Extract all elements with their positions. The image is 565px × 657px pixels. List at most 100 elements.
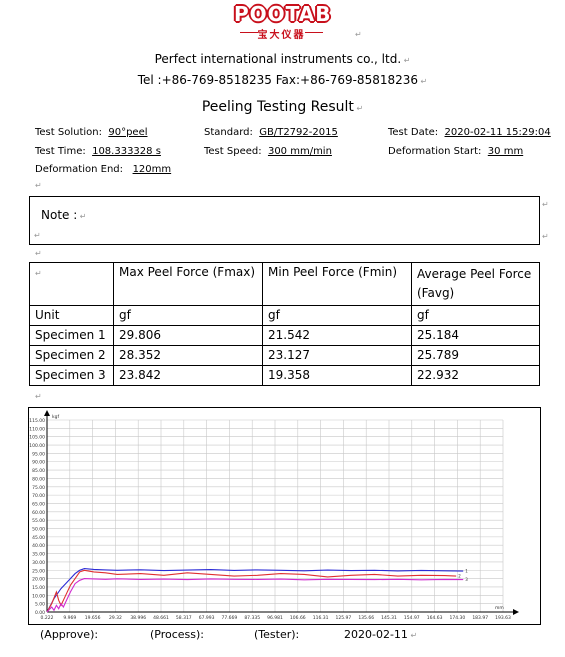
y-tick-label: 100.00 [29, 443, 45, 449]
y-tick-label: 45.00 [32, 535, 45, 541]
series-end-label: 2 [458, 574, 461, 579]
x-tick-label: 48.661 [153, 615, 169, 621]
deformation-start: Deformation Start: 30 mm [388, 146, 524, 157]
table-row: Unit gf gf gf [29, 305, 540, 326]
y-tick-label: 70.00 [32, 493, 45, 499]
y-tick-label: 20.00 [32, 577, 45, 583]
y-tick-label: 5.00 [35, 602, 45, 608]
table-cell: 28.352 [113, 345, 263, 366]
approve-label: (Approve): [40, 628, 99, 641]
y-tick-label: 40.00 [32, 543, 45, 549]
y-tick-label: 110.00 [29, 426, 45, 432]
test-solution: Test Solution: 90°peel [35, 127, 148, 138]
report-title: Peeling Testing Result ↵ [201, 99, 364, 115]
table-cell: 22.932 [411, 365, 540, 386]
y-axis-unit: kgf [52, 414, 59, 420]
series-line-2 [46, 569, 457, 613]
table-cell: 19.358 [262, 365, 412, 386]
report-date: 2020-02-11 ↵ [344, 628, 418, 641]
x-tick-label: 174.30 [450, 615, 466, 621]
y-tick-label: 115.00 [29, 418, 45, 424]
y-tick-label: 35.00 [32, 552, 45, 558]
table-cell: 25.184 [411, 325, 540, 346]
paragraph-mark: ↵ [355, 30, 362, 39]
x-tick-label: 67.993 [199, 615, 215, 621]
table-cell: gf [113, 305, 263, 326]
x-tick-label: 87.335 [244, 615, 260, 621]
x-tick-label: 38.996 [130, 615, 146, 621]
x-axis-unit: mm [495, 606, 504, 611]
peel-force-chart: 115.00110.00105.00100.0095.0090.0085.008… [29, 410, 519, 621]
table-cell: Specimen 2 [29, 345, 114, 366]
x-tick-label: 145.31 [381, 615, 397, 621]
table-header-row: ↵ Max Peel Force (Fmax) Min Peel Force (… [29, 262, 540, 306]
series-line-3 [46, 578, 464, 613]
x-tick-label: 106.66 [290, 615, 306, 621]
x-tick-label: 164.63 [427, 615, 443, 621]
y-tick-label: 85.00 [32, 468, 45, 474]
company-logo: POOTAB 宝大仪器 [234, 2, 332, 41]
table-row: Specimen 1 29.806 21.542 25.184 [29, 325, 540, 346]
test-date: Test Date: 2020-02-11 15:29:04 [388, 127, 551, 138]
x-tick-label: 154.97 [404, 615, 420, 621]
table-header-cell: Min Peel Force (Fmin) [262, 262, 412, 306]
deformation-end: Deformation End: 120mm [35, 164, 172, 175]
company-contact: Tel :+86-769-8518235 Fax:+86-769-8581823… [137, 73, 428, 87]
table-cell: Specimen 1 [29, 325, 114, 346]
table-header-cell: Max Peel Force (Fmax) [113, 262, 263, 306]
test-time: Test Time: 108.333328 s [35, 146, 161, 157]
y-tick-label: 75.00 [32, 485, 45, 491]
x-tick-label: 116.31 [313, 615, 329, 621]
y-tick-label: 105.00 [29, 435, 45, 441]
y-tick-label: 55.00 [32, 518, 45, 524]
y-axis-arrow [44, 410, 50, 416]
x-tick-label: 19.656 [85, 615, 101, 621]
test-speed: Test Speed: 300 mm/min [204, 146, 332, 157]
y-tick-label: 90.00 [32, 460, 45, 466]
table-cell: 23.127 [262, 345, 412, 366]
standard: Standard: GB/T2792-2015 [204, 127, 338, 138]
table-row: Specimen 2 28.352 23.127 25.789 [29, 345, 540, 366]
series-end-label: 3 [465, 577, 468, 582]
y-tick-label: 10.00 [32, 593, 45, 599]
y-tick-label: 30.00 [32, 560, 45, 566]
y-tick-label: 80.00 [32, 476, 45, 482]
x-tick-label: 0.222 [41, 615, 54, 621]
results-table: ↵ Max Peel Force (Fmax) Min Peel Force (… [29, 262, 540, 386]
paragraph-mark: ↵ [35, 181, 42, 190]
x-tick-label: 9.969 [63, 615, 76, 621]
x-tick-label: 96.981 [267, 615, 283, 621]
x-tick-label: 135.66 [358, 615, 374, 621]
table-cell: Specimen 3 [29, 365, 114, 386]
x-tick-label: 125.97 [336, 615, 352, 621]
table-cell: gf [262, 305, 412, 326]
x-tick-label: 58.317 [176, 615, 192, 621]
company-name: Perfect international instruments co., l… [154, 52, 411, 66]
note-box[interactable]: Note : ↵ ↵ [29, 196, 540, 245]
series-line-1 [46, 568, 464, 613]
y-tick-label: 25.00 [32, 568, 45, 574]
table-cell: gf [411, 305, 540, 326]
x-tick-label: 29.32 [109, 615, 122, 621]
process-label: (Process): [150, 628, 205, 641]
chart-frame: 115.00 110.00 105.00 100.00 95.00 90.00 85.00 8… [28, 407, 541, 625]
x-axis-arrow [513, 609, 519, 615]
y-tick-label: 50.00 [32, 527, 45, 533]
y-tick-label: 60.00 [32, 510, 45, 516]
logo-brand: POOTAB [234, 2, 332, 26]
logo-subtitle: 宝大仪器 [234, 26, 329, 41]
tester-label: (Tester): [254, 628, 300, 641]
table-cell: 25.789 [411, 345, 540, 366]
table-cell: 21.542 [262, 325, 412, 346]
y-tick-label: 95.00 [32, 451, 45, 457]
table-cell: 23.842 [113, 365, 263, 386]
y-tick-label: 0.00 [35, 610, 45, 616]
table-header-cell: Average Peel Force (Favg) [411, 262, 540, 306]
x-tick-label: 77.669 [222, 615, 238, 621]
table-header-cell: ↵ [29, 262, 114, 306]
series-end-label: 1 [465, 569, 468, 574]
table-cell: 29.806 [113, 325, 263, 346]
x-tick-label: 183.97 [472, 615, 488, 621]
table-row: Specimen 3 23.842 19.358 22.932 [29, 365, 540, 386]
y-tick-label: 65.00 [32, 501, 45, 507]
